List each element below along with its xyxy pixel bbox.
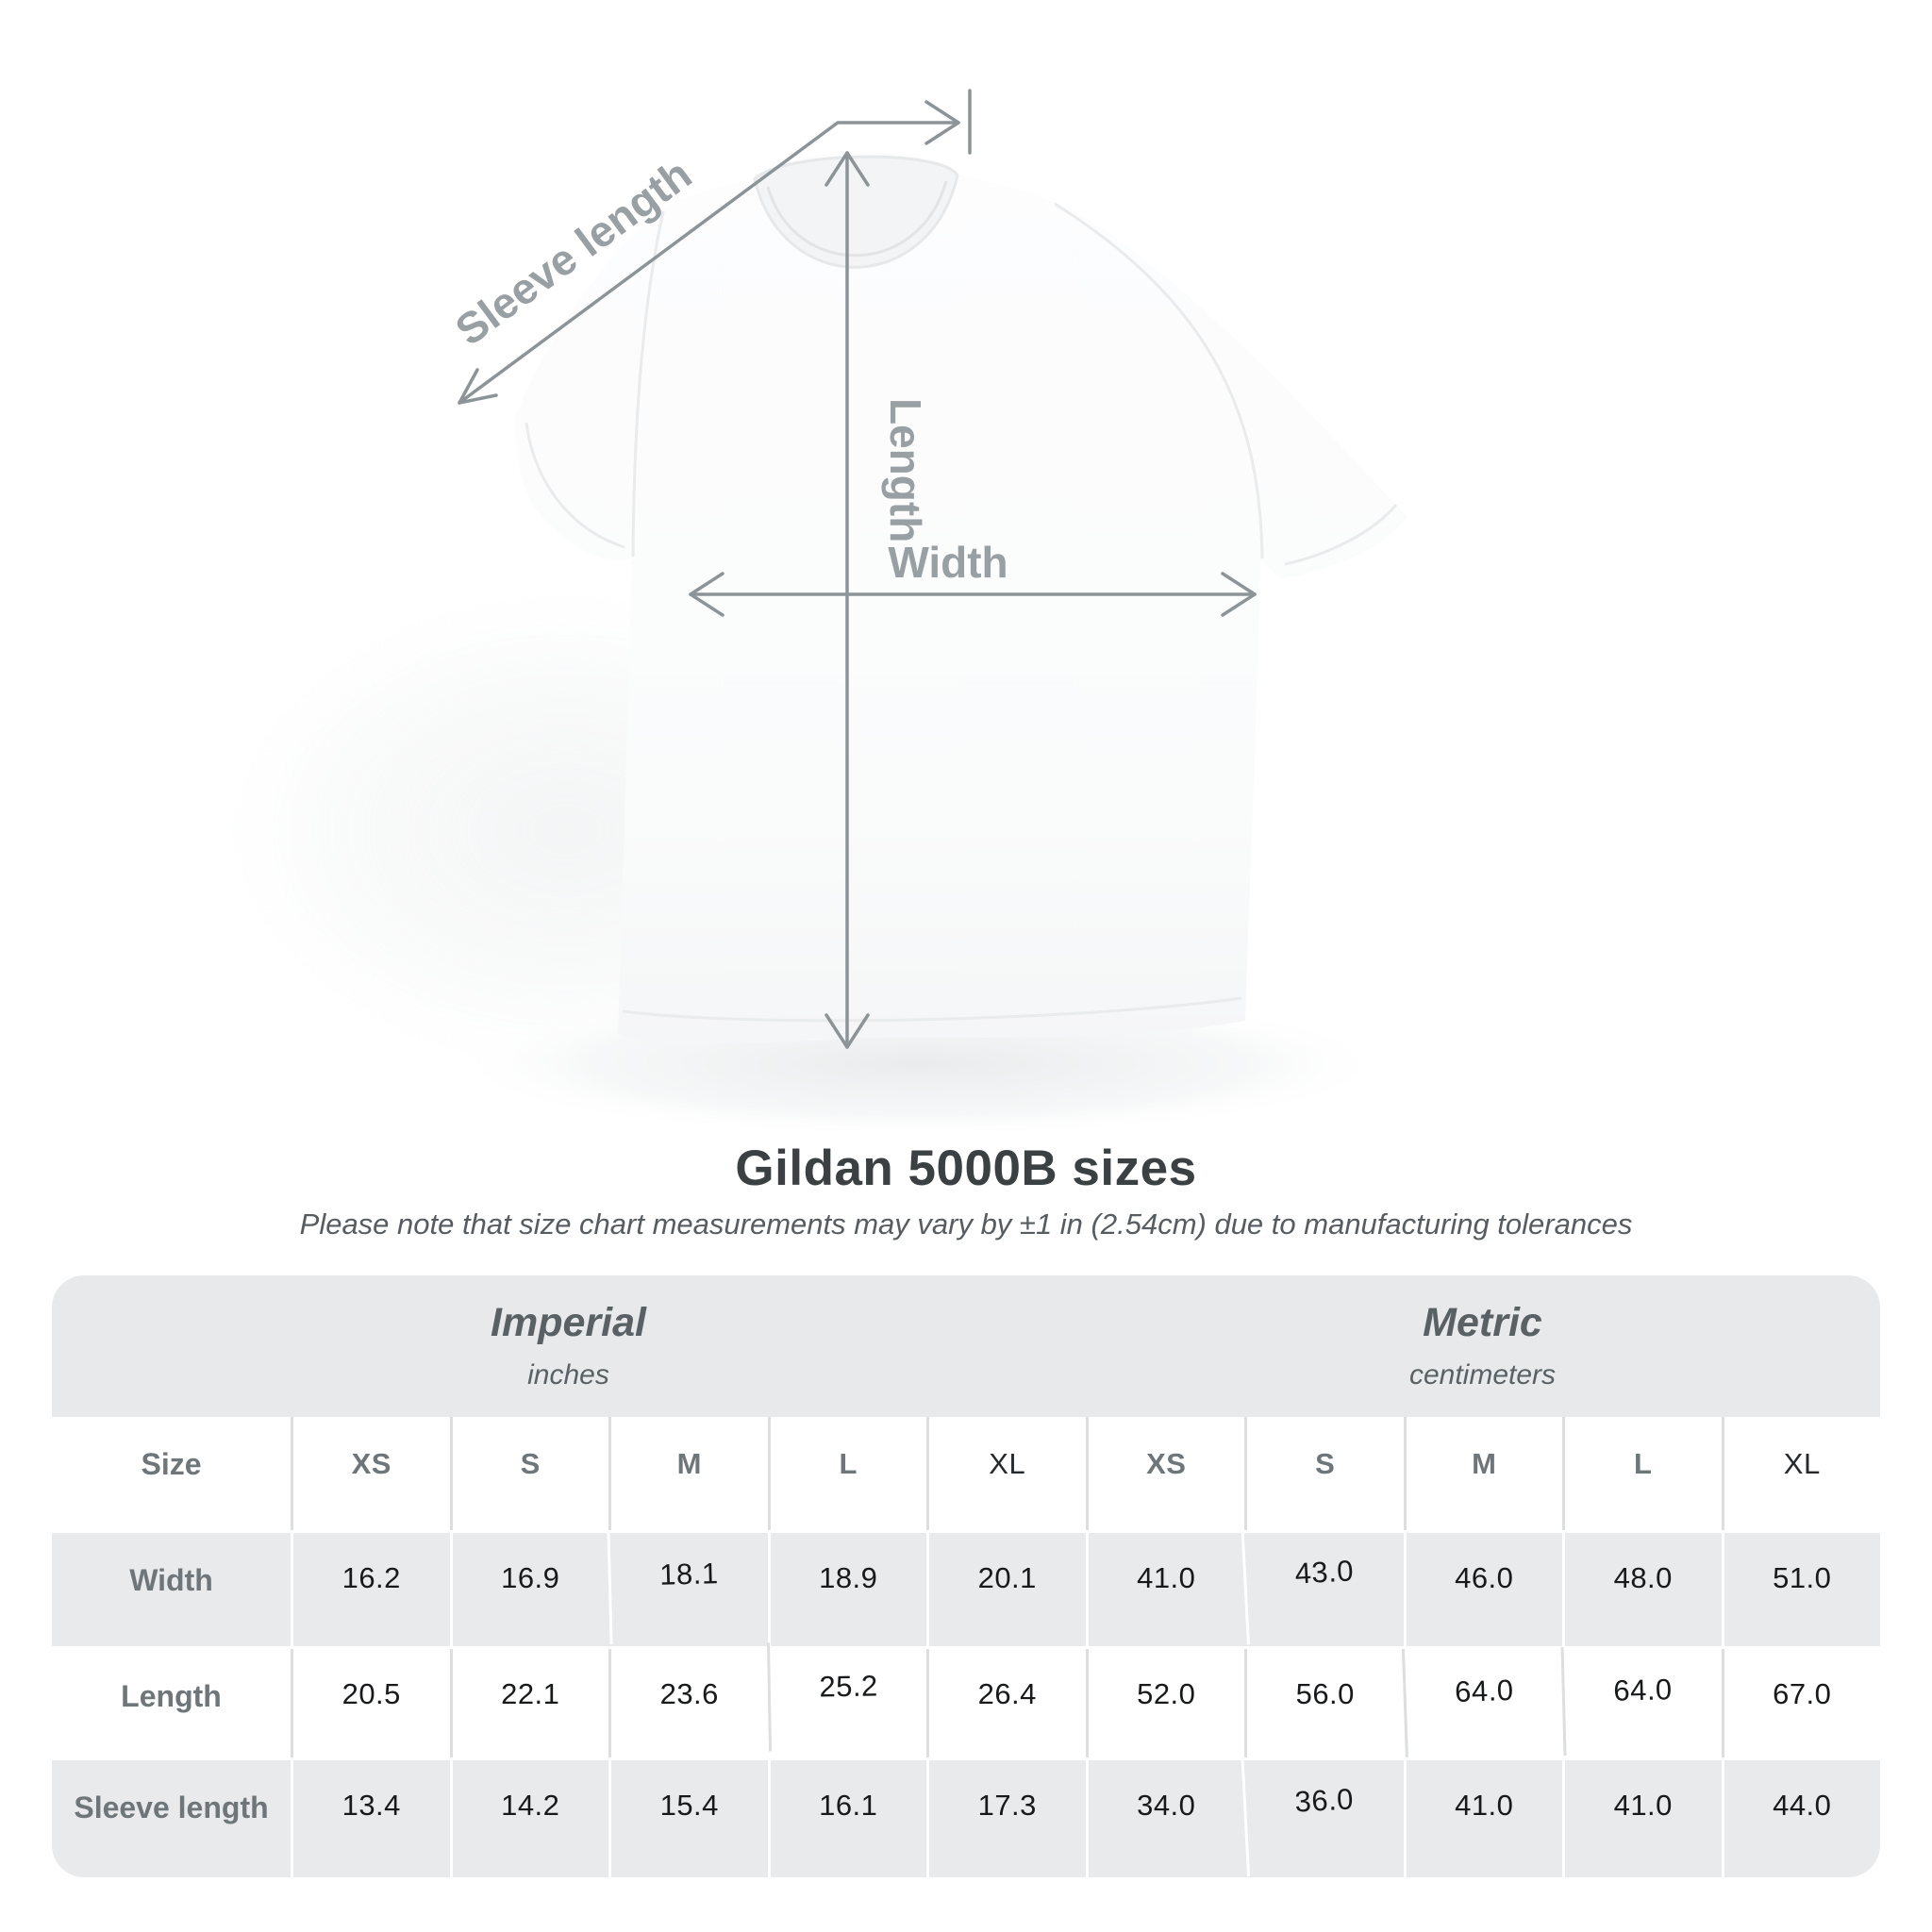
col-header-metric-xl: XL: [1721, 1417, 1881, 1530]
size-table: Imperial inches Metric centimeters Size …: [52, 1275, 1880, 1877]
length-metric-s: 56.0: [1244, 1649, 1404, 1757]
width-metric-m: 46.0: [1403, 1533, 1563, 1646]
tolerance-note: Please note that size chart measurements…: [299, 1208, 1633, 1241]
sleeve-top-arrowhead: [924, 100, 960, 145]
measurement-lines: [458, 89, 1257, 1049]
tshirt-collar-seam: [766, 180, 948, 258]
length-imperial-xl: 26.4: [926, 1649, 1086, 1757]
sleeve-metric-xl: 44.0: [1721, 1760, 1881, 1877]
imperial-band-unit: inches: [527, 1359, 609, 1391]
row-label-width: Width: [129, 1563, 213, 1597]
unit-band-row: Imperial inches Metric centimeters: [52, 1275, 1880, 1417]
size-header-label: Size: [141, 1447, 202, 1481]
tshirt-measurement-diagram: Sleeve length Length Width: [208, 89, 1407, 1138]
sleeve-imperial-m: 15.4: [608, 1760, 768, 1877]
length-label: Length: [881, 398, 930, 542]
imperial-band: Imperial inches: [52, 1275, 1085, 1417]
col-header-imperial-l: L: [767, 1417, 927, 1530]
sleeve-imperial-xl: 17.3: [926, 1760, 1086, 1877]
length-metric-xs: 52.0: [1085, 1649, 1245, 1757]
table-row-width: Width 16.2 16.9 18.1 18.9 20.1 41.0 43.0…: [52, 1523, 1881, 1646]
col-header-imperial-s: S: [449, 1417, 609, 1530]
col-header-metric-xs: XS: [1085, 1417, 1245, 1530]
table-row-length: Length 20.5 22.1 23.6 25.2 26.4 52.0 56.…: [52, 1640, 1881, 1757]
length-arrowhead-top: [824, 151, 870, 187]
width-imperial-xs: 16.2: [291, 1533, 450, 1646]
width-arrowhead-left: [689, 572, 724, 617]
col-header-metric-l: L: [1562, 1417, 1722, 1530]
sleeve-metric-m: 41.0: [1403, 1760, 1563, 1877]
width-arrowhead-right: [1221, 572, 1257, 617]
length-imperial-l: 25.2: [766, 1640, 927, 1752]
sleeve-length-line: [458, 121, 960, 405]
width-imperial-s: 16.9: [449, 1533, 609, 1646]
width-metric-l: 48.0: [1562, 1533, 1722, 1646]
tshirt-body: [515, 152, 1407, 1044]
length-imperial-xs: 20.5: [291, 1649, 450, 1757]
table-row-sleeve-length: Sleeve length 13.4 14.2 15.4 16.1 17.3 3…: [52, 1751, 1881, 1877]
metric-band-title: Metric: [1423, 1300, 1542, 1345]
width-imperial-m: 18.1: [607, 1526, 770, 1645]
col-header-metric-m: M: [1403, 1417, 1563, 1530]
width-imperial-l: 18.9: [767, 1533, 927, 1646]
row-label-sleeve-length: Sleeve length: [74, 1790, 269, 1824]
sleeve-metric-s: 36.0: [1241, 1751, 1407, 1877]
length-metric-xl: 67.0: [1721, 1649, 1881, 1757]
length-arrowhead-bottom: [824, 1013, 870, 1049]
col-header-metric-s: S: [1244, 1417, 1404, 1530]
width-label: Width: [888, 538, 1008, 587]
tshirt-diagram-svg: Sleeve length Length Width: [208, 89, 1407, 1138]
col-header-imperial-m: M: [608, 1417, 768, 1530]
length-metric-l: 64.0: [1560, 1642, 1723, 1757]
length-imperial-m: 23.6: [608, 1649, 768, 1757]
sleeve-metric-l: 41.0: [1562, 1760, 1722, 1877]
col-header-imperial-xs: XS: [291, 1417, 450, 1530]
sleeve-imperial-l: 16.1: [767, 1760, 927, 1877]
width-metric-s: 43.0: [1241, 1523, 1407, 1645]
size-header-row: Size XS S M L XL XS S M L XL: [52, 1417, 1880, 1530]
length-imperial-s: 22.1: [449, 1649, 609, 1757]
width-metric-xl: 51.0: [1721, 1533, 1881, 1646]
sleeve-imperial-xs: 13.4: [291, 1760, 450, 1877]
tshirt-seams: [525, 202, 1398, 1023]
page-title: Gildan 5000B sizes: [735, 1141, 1197, 1196]
imperial-band-title: Imperial: [491, 1300, 646, 1345]
sleeve-length-arrowhead: [458, 368, 498, 405]
length-metric-m: 64.0: [1401, 1643, 1564, 1757]
metric-band: Metric centimeters: [1085, 1275, 1880, 1417]
sleeve-metric-xs: 34.0: [1085, 1760, 1245, 1877]
metric-band-unit: centimeters: [1408, 1359, 1557, 1391]
sleeve-imperial-s: 14.2: [449, 1760, 609, 1877]
width-metric-xs: 41.0: [1085, 1533, 1245, 1646]
row-label-length: Length: [121, 1679, 222, 1713]
col-header-imperial-xl: XL: [926, 1417, 1086, 1530]
width-imperial-xl: 20.1: [926, 1533, 1086, 1646]
